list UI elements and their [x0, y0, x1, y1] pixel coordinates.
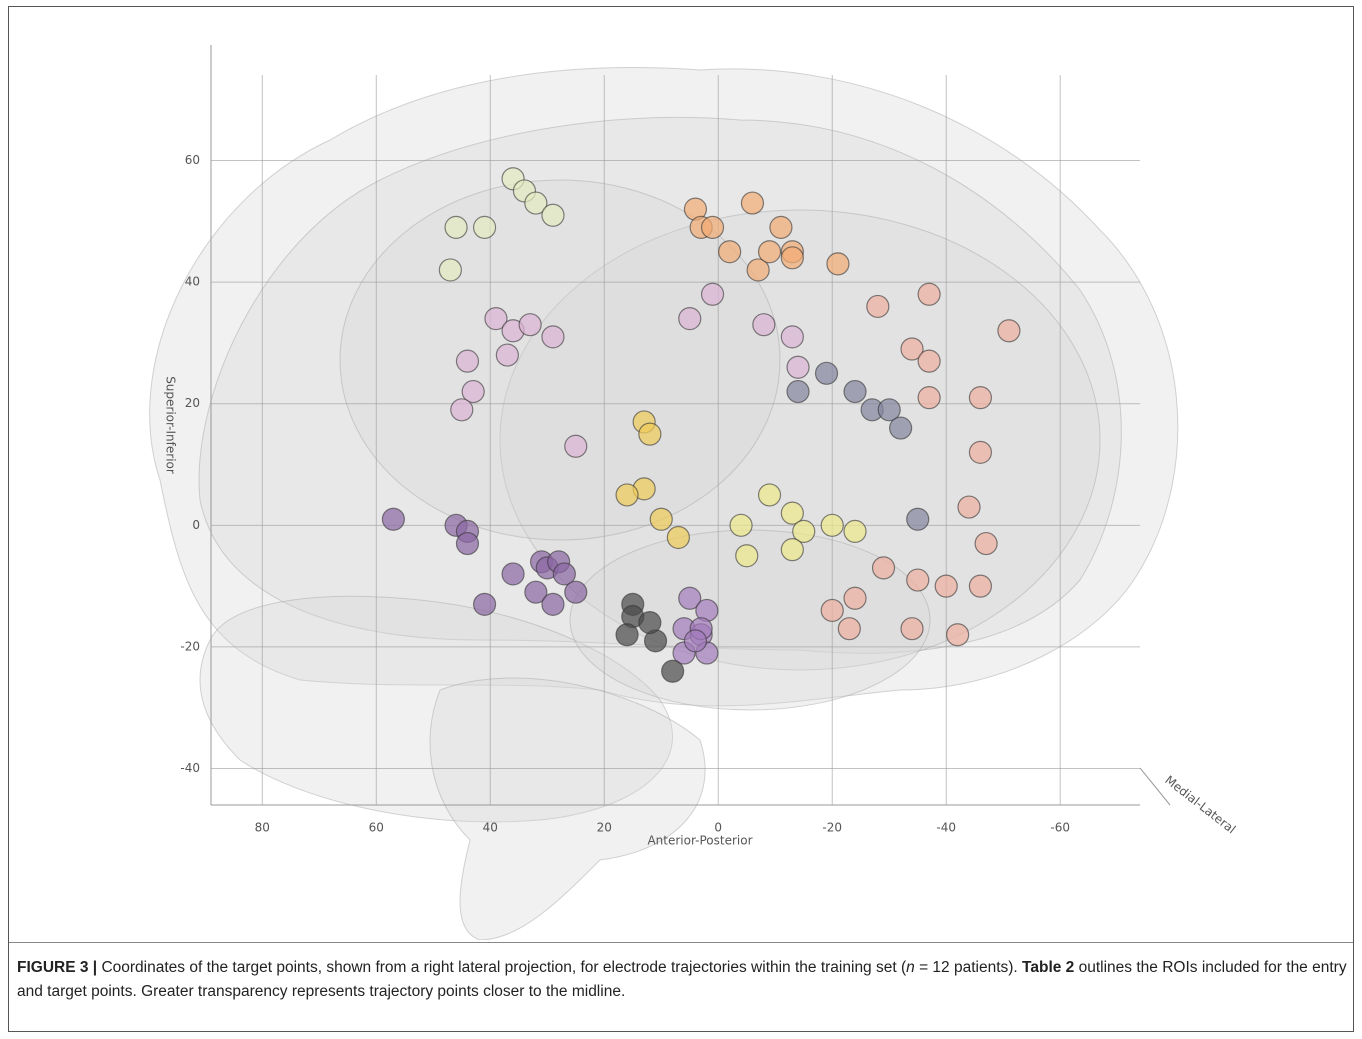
y-tick-label: -20 — [180, 639, 200, 653]
point — [730, 514, 752, 536]
point — [821, 599, 843, 621]
point — [445, 216, 467, 238]
point — [456, 350, 478, 372]
point — [639, 612, 661, 634]
point — [918, 350, 940, 372]
point — [639, 423, 661, 445]
point — [650, 508, 672, 530]
point — [821, 514, 843, 536]
z-axis-title: Medial-Lateral — [1162, 773, 1238, 837]
point — [890, 417, 912, 439]
point — [474, 216, 496, 238]
point — [702, 283, 724, 305]
y-tick-label: 0 — [192, 518, 200, 532]
point — [867, 295, 889, 317]
point — [474, 593, 496, 615]
point — [969, 441, 991, 463]
point — [844, 587, 866, 609]
point — [918, 283, 940, 305]
x-axis-title: Anterior-Posterior — [647, 834, 752, 848]
caption-text: = 12 patients). — [915, 959, 1022, 976]
point — [901, 618, 923, 640]
point — [844, 381, 866, 403]
caption-text: Coordinates of the target points, shown … — [97, 959, 906, 976]
y-axis-title: Superior-Inferior — [164, 376, 178, 474]
point — [958, 496, 980, 518]
y-tick-label: 40 — [185, 275, 200, 289]
x-tick-label: 40 — [483, 821, 498, 835]
point — [451, 399, 473, 421]
point — [969, 575, 991, 597]
point — [969, 387, 991, 409]
point — [719, 241, 741, 263]
point — [781, 326, 803, 348]
point — [947, 624, 969, 646]
z-axis-line — [1140, 768, 1170, 805]
point — [918, 387, 940, 409]
point — [616, 624, 638, 646]
point — [827, 253, 849, 275]
point — [787, 381, 809, 403]
point — [844, 520, 866, 542]
chart: Anterior-Posterior Superior-Inferior Med… — [0, 0, 1362, 940]
point — [741, 192, 763, 214]
point — [781, 539, 803, 561]
point — [616, 484, 638, 506]
point — [565, 581, 587, 603]
point — [542, 593, 564, 615]
caption-label: FIGURE 3 | — [17, 959, 97, 976]
point — [439, 259, 461, 281]
point — [907, 569, 929, 591]
point — [502, 563, 524, 585]
caption: FIGURE 3 | Coordinates of the target poi… — [17, 956, 1347, 1004]
point — [975, 533, 997, 555]
point — [787, 356, 809, 378]
point — [684, 630, 706, 652]
point — [382, 508, 404, 530]
point — [838, 618, 860, 640]
y-tick-label: 20 — [185, 396, 200, 410]
point — [662, 660, 684, 682]
point — [759, 241, 781, 263]
x-tick-label: -60 — [1050, 821, 1070, 835]
x-tick-label: -40 — [936, 821, 956, 835]
page: Anterior-Posterior Superior-Inferior Med… — [0, 0, 1362, 1039]
x-tick-label: 60 — [369, 821, 384, 835]
point — [702, 216, 724, 238]
caption-italic: n — [906, 959, 915, 976]
point — [816, 362, 838, 384]
point — [781, 247, 803, 269]
point — [542, 204, 564, 226]
point — [753, 314, 775, 336]
y-tick-label: 60 — [185, 153, 200, 167]
x-tick-label: -20 — [822, 821, 842, 835]
point — [907, 508, 929, 530]
point — [542, 326, 564, 348]
point — [496, 344, 518, 366]
caption-bold: Table 2 — [1022, 959, 1074, 976]
x-tick-label: 20 — [597, 821, 612, 835]
point — [565, 435, 587, 457]
point — [456, 533, 478, 555]
point — [998, 320, 1020, 342]
y-tick-label: -40 — [180, 761, 200, 775]
point — [679, 308, 701, 330]
point — [667, 526, 689, 548]
brain — [150, 68, 1178, 940]
point — [736, 545, 758, 567]
point — [873, 557, 895, 579]
separator — [9, 942, 1353, 943]
x-tick-label: 80 — [255, 821, 270, 835]
x-tick-label: 0 — [714, 821, 722, 835]
point — [759, 484, 781, 506]
point — [935, 575, 957, 597]
point — [519, 314, 541, 336]
point — [770, 216, 792, 238]
